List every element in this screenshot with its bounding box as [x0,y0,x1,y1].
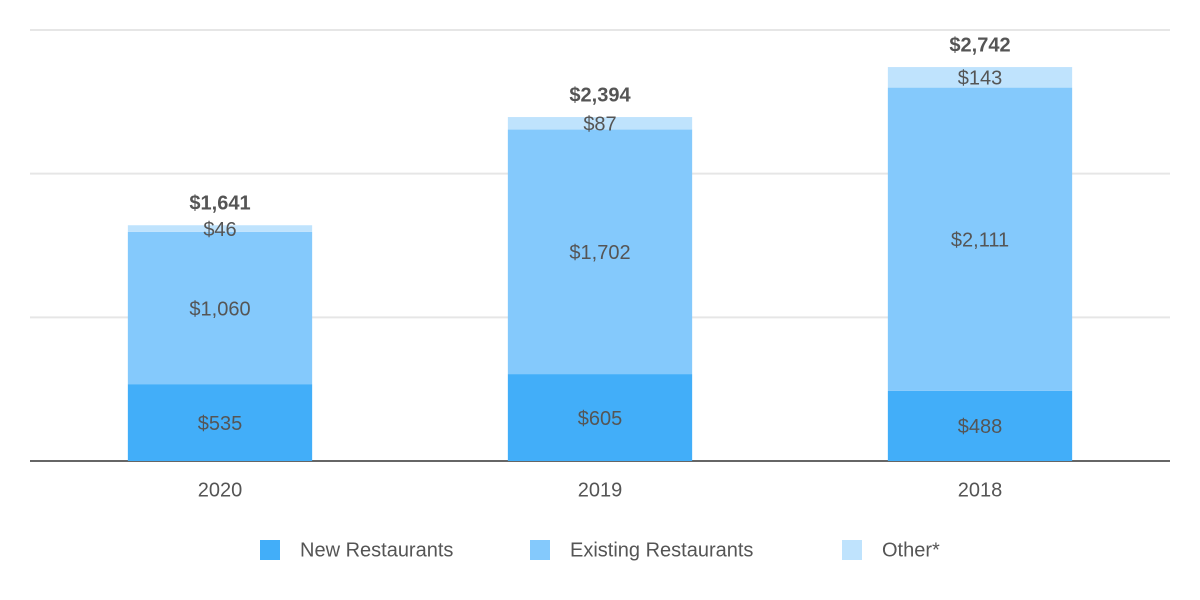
bar-segment [127,231,313,385]
value-label: $605 [578,408,623,430]
value-label: $87 [583,114,616,136]
bar-segment [887,67,1073,88]
x-tick-label: 2020 [198,479,243,501]
legend-label: Other* [882,539,940,561]
value-label: $143 [958,68,1003,90]
total-label: $2,742 [949,34,1010,56]
value-label: $46 [203,219,236,241]
bar-segment [507,117,693,130]
legend-swatch [530,540,550,560]
value-label: $2,111 [951,230,1009,252]
x-tick-label: 2019 [578,479,623,501]
legend-label: Existing Restaurants [570,539,753,561]
total-label: $1,641 [189,193,250,215]
value-label: $1,060 [189,298,250,320]
bar-segment [887,390,1073,461]
value-label: $488 [958,416,1003,438]
value-label: $1,702 [569,242,630,264]
total-label: $2,394 [569,84,631,106]
bar-segment [887,87,1073,391]
legend-label: New Restaurants [300,539,453,561]
bar-segment [127,225,313,232]
x-tick-label: 2018 [958,479,1003,501]
legend-swatch [842,540,862,560]
bar-segment [127,384,313,461]
value-label: $535 [198,413,243,435]
bar-segment [507,129,693,375]
bar-segment [507,374,693,461]
legend-swatch [260,540,280,560]
